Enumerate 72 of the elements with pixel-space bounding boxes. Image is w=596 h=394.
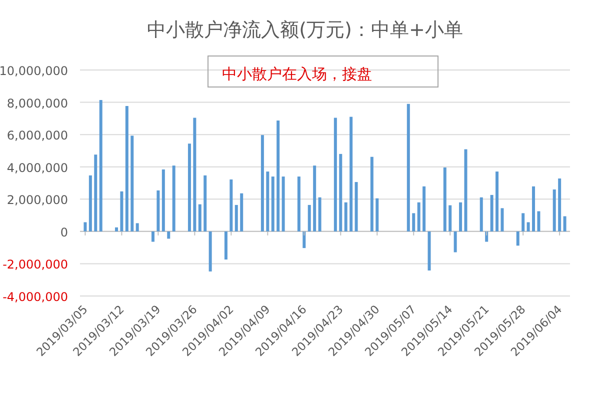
bar (240, 193, 244, 232)
bar (464, 149, 468, 232)
bar (516, 231, 520, 246)
bar (370, 156, 374, 232)
y-tick-label: 10,000,000 (0, 64, 68, 78)
bar (230, 179, 233, 232)
chart-title: 中小散户净流入额(万元)：中单+小单 (147, 19, 463, 41)
bar (260, 135, 264, 232)
bar (193, 118, 196, 232)
bar (344, 202, 348, 232)
bar (276, 120, 280, 232)
bar (563, 216, 566, 232)
bar (297, 176, 300, 232)
bar (198, 204, 202, 232)
bar (234, 204, 238, 232)
bar (500, 208, 504, 232)
bar (412, 213, 416, 232)
bar (167, 231, 170, 239)
bar (318, 197, 322, 232)
bar (480, 197, 483, 232)
bar (406, 104, 410, 232)
bar (308, 204, 311, 232)
bar (522, 213, 525, 232)
bar (417, 202, 420, 232)
bar (172, 166, 176, 232)
bar (204, 175, 207, 232)
bar (526, 222, 530, 232)
bar (339, 154, 342, 232)
bar (558, 178, 562, 232)
bar (459, 202, 462, 232)
bar (188, 144, 191, 232)
bar (162, 169, 165, 232)
bar (354, 182, 358, 232)
bar (448, 205, 452, 232)
bar (136, 223, 139, 232)
bar (282, 176, 285, 232)
y-tick-label: -4,000,000 (2, 290, 68, 304)
bar (537, 211, 540, 232)
bar (120, 191, 124, 232)
bar (156, 190, 160, 232)
bar (496, 172, 499, 232)
y-tick-label: 0 (60, 225, 68, 240)
bar (532, 186, 536, 232)
bar (552, 189, 556, 232)
bar (428, 231, 431, 270)
y-tick-label: 2,000,000 (6, 193, 68, 208)
bar (266, 172, 270, 232)
bar (125, 106, 128, 232)
bar (224, 231, 228, 260)
bar (302, 231, 306, 248)
y-tick-label: 4,000,000 (6, 160, 68, 175)
bar (84, 222, 87, 232)
y-tick-label: -2,000,000 (2, 258, 68, 272)
y-tick-label: 8,000,000 (6, 96, 68, 110)
y-tick-label: 6,000,000 (6, 128, 68, 143)
bar (130, 136, 134, 232)
bar (490, 194, 494, 232)
bar (151, 231, 154, 242)
bar (443, 168, 446, 232)
bar (334, 118, 337, 232)
bar (208, 231, 212, 272)
bar (350, 116, 353, 232)
bar (88, 175, 92, 232)
bar (422, 186, 426, 232)
bar (114, 227, 118, 232)
bar (313, 166, 316, 232)
annotation: 中小散户在入场，接盘 (222, 65, 372, 83)
bar (271, 176, 274, 232)
bar (99, 100, 102, 232)
bar (376, 198, 379, 232)
bar (94, 154, 98, 232)
bar (454, 231, 457, 252)
